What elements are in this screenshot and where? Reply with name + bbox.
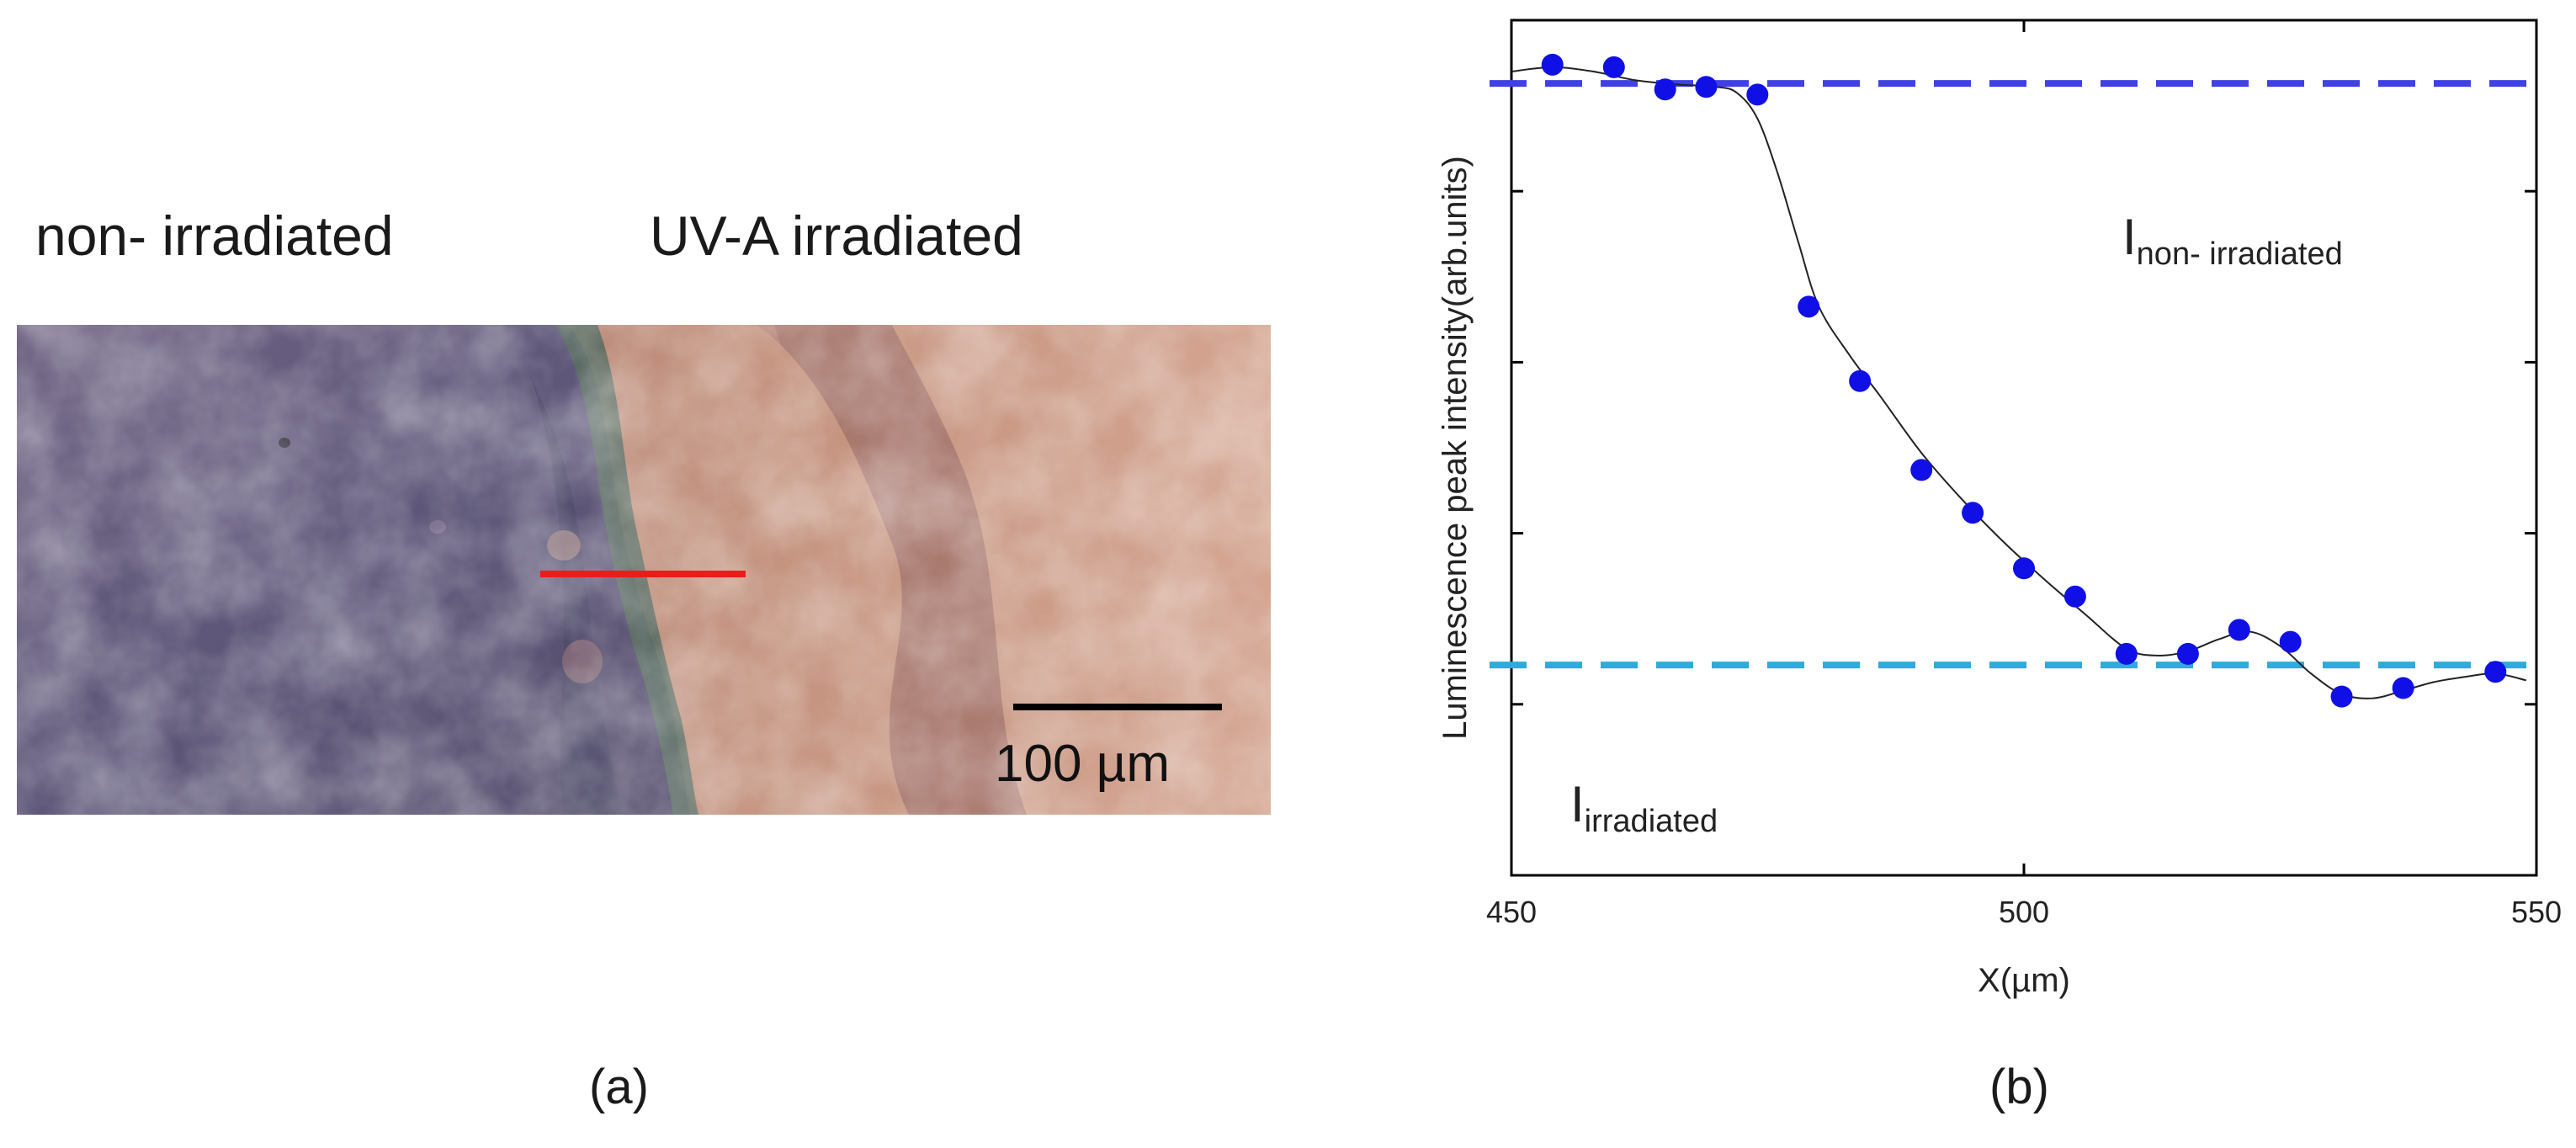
label-i-non-irradiated: Inon- irradiated xyxy=(2122,209,2343,272)
data-point xyxy=(1602,56,1625,78)
label-subscript: irradiated xyxy=(1585,804,1718,839)
scale-bar-label: 100 µm xyxy=(995,735,1171,793)
data-point xyxy=(1910,459,1933,481)
x-axis-label: X(µm) xyxy=(1978,962,2070,999)
label-i-irradiated: Iirradiated xyxy=(1570,776,1718,839)
chart-fit-curve xyxy=(1511,66,2527,699)
microscope-image xyxy=(17,325,1271,815)
x-tick-label: 550 xyxy=(2511,895,2562,929)
data-point xyxy=(2063,585,2086,608)
data-point xyxy=(1798,295,1820,318)
data-point xyxy=(2330,685,2353,708)
data-point xyxy=(2279,630,2302,653)
y-axis-label: Luminescence peak intensity(arb.units) xyxy=(1437,156,1474,740)
caption-a: (a) xyxy=(589,1060,649,1114)
data-point xyxy=(1962,502,1984,524)
data-point xyxy=(1695,76,1718,98)
x-tick-label: 450 xyxy=(1486,895,1537,929)
data-point xyxy=(2484,661,2507,683)
data-point xyxy=(2176,642,2199,665)
data-point xyxy=(2392,677,2414,699)
x-tick-label: 500 xyxy=(1999,895,2049,929)
plot-frame xyxy=(1510,19,2538,877)
data-point xyxy=(1746,83,1769,106)
label-uva-irradiated: UV-A irradiated xyxy=(650,205,1023,267)
data-point xyxy=(2115,642,2138,665)
chart-reference-lines xyxy=(1490,80,2540,669)
chart-axes xyxy=(1510,19,2538,877)
data-point xyxy=(1654,78,1676,101)
data-point xyxy=(2228,619,2250,641)
caption-b: (b) xyxy=(1989,1060,2049,1114)
label-non-irradiated: non- irradiated xyxy=(35,205,394,267)
chart-points xyxy=(1541,53,2507,708)
fit-curve-line xyxy=(1511,66,2527,699)
chart-labels: 450 500 550 X(µm) Luminescence peak intensit… xyxy=(1437,156,2562,999)
data-point xyxy=(2013,557,2035,580)
data-point xyxy=(1541,53,1564,76)
label-subscript: non- irradiated xyxy=(2137,237,2343,272)
data-point xyxy=(1849,369,1872,392)
